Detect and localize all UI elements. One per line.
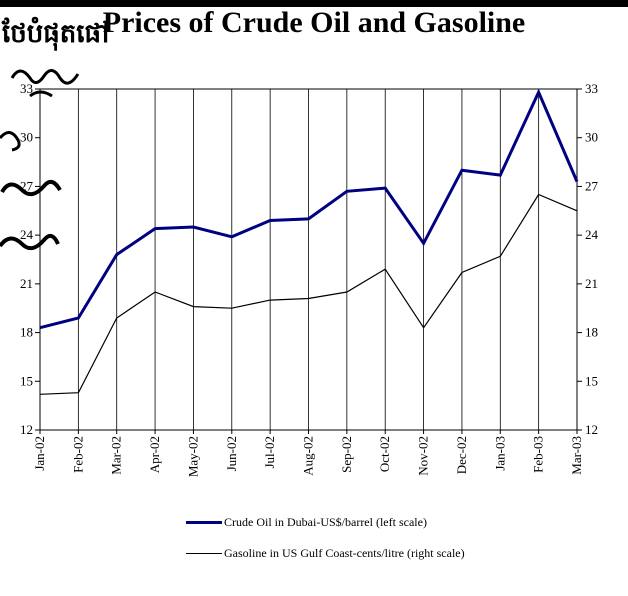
left-tick-label: 15 bbox=[20, 373, 33, 388]
right-tick-label: 24 bbox=[585, 227, 599, 242]
x-tick-label: Mar-03 bbox=[569, 436, 584, 475]
legend-label-gasoline: Gasoline in US Gulf Coast-cents/litre (r… bbox=[224, 545, 465, 560]
x-tick-label: Jun-02 bbox=[224, 436, 239, 471]
x-tick-label: Jan-02 bbox=[32, 436, 47, 471]
khmer-glyph-scribble bbox=[0, 179, 62, 197]
left-tick-label: 24 bbox=[20, 227, 34, 242]
series-lines bbox=[39, 88, 579, 395]
legend-label-crude: Crude Oil in Dubai-US$/barrel (left scal… bbox=[224, 514, 427, 529]
right-tick-label: 27 bbox=[585, 178, 599, 193]
x-tick-label: Nov-02 bbox=[416, 436, 431, 476]
khmer-glyph-scribble bbox=[0, 131, 21, 152]
right-tick-label: 33 bbox=[585, 81, 598, 96]
x-tick-label: Jan-03 bbox=[492, 436, 507, 471]
left-tick-label: 30 bbox=[20, 130, 33, 145]
x-tick-label: Feb-03 bbox=[531, 436, 546, 473]
right-y-tick-labels: 12 15 18 21 24 27 30 33 bbox=[585, 81, 599, 437]
right-tick-label: 18 bbox=[585, 325, 598, 340]
left-tick-label: 18 bbox=[20, 325, 33, 340]
legend-swatch-gasoline bbox=[186, 552, 222, 554]
khmer-glyph-scribble bbox=[0, 233, 60, 251]
series-line-gasoline bbox=[39, 193, 578, 395]
right-tick-label: 15 bbox=[585, 373, 598, 388]
x-tick-label: Jul-02 bbox=[262, 436, 277, 469]
khmer-fragment: ថែបំផុតផៅ bbox=[1, 16, 109, 51]
right-tick-label: 21 bbox=[585, 276, 598, 291]
x-tick-label: Oct-02 bbox=[377, 436, 392, 472]
x-tick-label: May-02 bbox=[185, 436, 200, 477]
x-tick-label: Feb-02 bbox=[70, 436, 85, 473]
vertical-gridlines bbox=[77, 89, 540, 430]
khmer-text-overlay: ថែបំផុតផៅ bbox=[0, 16, 109, 251]
x-tick-label: Mar-02 bbox=[109, 436, 124, 475]
khmer-glyph-scribble bbox=[10, 69, 80, 98]
x-tick-label: Aug-02 bbox=[301, 436, 316, 476]
axes bbox=[35, 88, 582, 434]
x-tick-labels: Jan-02 Feb-02 Mar-02 Apr-02 May-02 Jun-02 Jul-… bbox=[32, 436, 584, 477]
x-tick-label: Sep-02 bbox=[339, 436, 354, 473]
legend-item-crude: Crude Oil in Dubai-US$/barrel (left scal… bbox=[186, 513, 427, 531]
left-tick-label: 21 bbox=[20, 276, 33, 291]
legend-item-gasoline: Gasoline in US Gulf Coast-cents/litre (r… bbox=[186, 544, 465, 562]
chart-title: Prices of Crude Oil and Gasoline bbox=[102, 6, 526, 39]
legend-swatch-crude bbox=[186, 520, 222, 524]
line-chart: 12 15 18 21 24 27 30 33 12 15 18 21 24 27 30 33 Jan-02… bbox=[20, 81, 599, 477]
right-tick-label: 12 bbox=[585, 422, 598, 437]
x-tick-label: Dec-02 bbox=[454, 436, 469, 474]
right-tick-label: 30 bbox=[585, 130, 598, 145]
x-tick-label: Apr-02 bbox=[147, 436, 162, 473]
left-tick-label: 12 bbox=[20, 422, 33, 437]
top-rule bbox=[0, 0, 628, 7]
left-tick-label: 33 bbox=[20, 81, 33, 96]
